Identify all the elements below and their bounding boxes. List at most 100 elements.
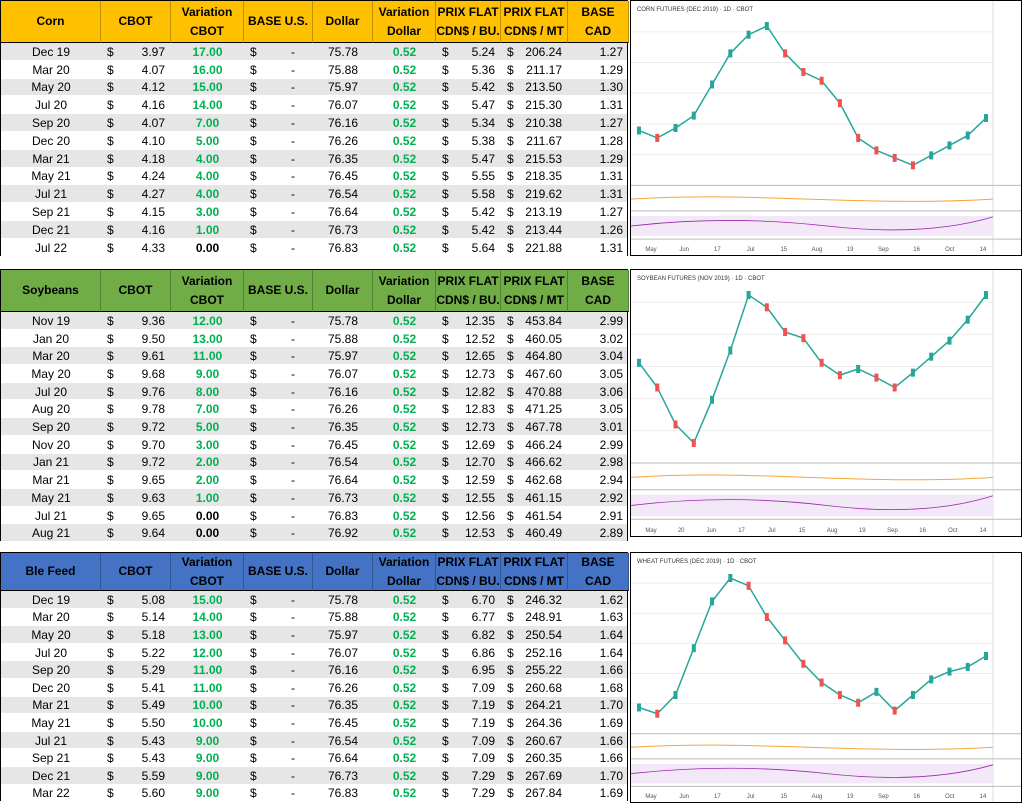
cell-value: 2.91 — [599, 508, 623, 523]
cell-value: 1.66 — [599, 733, 623, 748]
cell-value: 4.07 — [141, 62, 165, 77]
currency-sign: $ — [250, 205, 257, 220]
x-axis-label: May — [645, 528, 656, 534]
currency-sign: $ — [250, 592, 257, 607]
cell-value: 4.27 — [141, 187, 165, 202]
row-label: Mar 22 — [32, 786, 70, 801]
row-bg — [1, 731, 627, 750]
cell-value: 461.15 — [525, 490, 562, 505]
x-axis-label: Jun — [707, 528, 717, 534]
cell-value: 464.80 — [525, 349, 562, 364]
currency-sign: $ — [507, 455, 514, 470]
candle — [673, 420, 678, 429]
chart-title: SOYBEAN FUTURES (NOV 2019) · 1D · CBOT — [637, 276, 765, 282]
cell-value: 76.16 — [327, 663, 359, 678]
currency-sign: $ — [250, 349, 257, 364]
cell-value: 7.29 — [471, 786, 495, 801]
cell-value: 12.53 — [464, 526, 495, 541]
cell-value: 1.00 — [195, 490, 220, 505]
row-label: Mar 21 — [32, 473, 70, 488]
cell-value: 7.00 — [195, 402, 220, 417]
chart-title: WHEAT FUTURES (DEC 2019) · 1D · CBOT — [637, 559, 757, 565]
cell-value: - — [291, 313, 295, 328]
currency-sign: $ — [250, 313, 257, 328]
cell-value: 5.42 — [471, 205, 495, 220]
row-label: Dec 19 — [31, 44, 71, 59]
cell-value: 12.56 — [464, 508, 495, 523]
currency-sign: $ — [107, 187, 114, 202]
table: Ble Feed CBOT Variation CBOT BASE U.S. Dolla… — [0, 552, 629, 803]
cell-value: 12.73 — [464, 420, 495, 435]
x-axis-label: Jul — [747, 794, 755, 800]
currency-sign: $ — [442, 402, 449, 417]
cell-value: 0.52 — [392, 645, 417, 660]
candle — [691, 438, 696, 447]
cell-value: 211.67 — [526, 133, 562, 148]
cell-value: 75.97 — [327, 80, 359, 95]
cell-value: 0.52 — [392, 768, 417, 783]
cell-value: 1.63 — [599, 610, 623, 625]
cell-value: - — [291, 733, 295, 748]
cell-value: 0.52 — [392, 313, 417, 328]
row-bg — [1, 696, 627, 715]
cell-value: 76.45 — [327, 437, 359, 452]
row-bg — [1, 78, 627, 97]
row-bg — [1, 347, 627, 366]
cell-value: 0.52 — [392, 169, 417, 184]
cell-value: 12.35 — [464, 313, 495, 328]
row-bg — [1, 679, 627, 697]
cell-value: 1.28 — [599, 133, 623, 148]
cell-value: 1.66 — [599, 663, 623, 678]
chart-panel: SOYBEAN FUTURES (NOV 2019) · 1D · CBOT Ma… — [630, 269, 1023, 538]
cell-value: 9.00 — [195, 768, 220, 783]
candle — [837, 99, 842, 108]
row-bg — [1, 203, 627, 221]
cell-value: 9.70 — [141, 437, 165, 452]
cell-value: 3.06 — [599, 384, 623, 399]
cell-value: 5.36 — [471, 62, 495, 77]
row-bg — [1, 400, 627, 419]
row-label: Jan 21 — [32, 455, 70, 470]
x-axis-label: 14 — [980, 528, 987, 534]
cell-value: 1.64 — [599, 627, 623, 642]
currency-sign: $ — [507, 187, 514, 202]
cell-value: 471.25 — [525, 402, 562, 417]
currency-sign: $ — [107, 169, 114, 184]
column-header: CBOT — [101, 270, 171, 312]
candle — [764, 303, 769, 312]
row-bg — [1, 96, 627, 115]
currency-sign: $ — [250, 98, 257, 113]
currency-sign: $ — [507, 437, 514, 452]
cell-value: 467.60 — [525, 366, 562, 381]
candle — [710, 395, 715, 404]
row-label: Dec 19 — [31, 592, 71, 607]
row-bg — [1, 489, 627, 507]
currency-sign: $ — [250, 751, 257, 766]
x-axis-label: Jun — [679, 794, 689, 800]
cell-value: 76.35 — [327, 151, 359, 166]
cell-value: 0.52 — [392, 698, 417, 713]
row-bg — [1, 167, 627, 186]
cell-value: 4.18 — [141, 151, 165, 166]
currency-sign: $ — [107, 384, 114, 399]
chart: WHEAT FUTURES (DEC 2019) · 1D · CBOT May J… — [630, 553, 1023, 803]
cell-value: 11.00 — [192, 663, 223, 678]
cell-value: 466.62 — [525, 455, 562, 470]
candle — [637, 126, 641, 135]
currency-sign: $ — [250, 222, 257, 237]
cell-value: 3.02 — [599, 331, 623, 346]
cell-value: 76.83 — [327, 786, 359, 801]
row-label: Sep 20 — [31, 116, 71, 131]
cell-value: 76.07 — [327, 645, 359, 660]
cell-value: 2.00 — [195, 473, 220, 488]
candle — [929, 352, 934, 361]
rsi-band — [631, 763, 993, 784]
cell-value: 460.49 — [525, 526, 562, 541]
candle — [746, 581, 751, 590]
cell-value: - — [291, 133, 295, 148]
cell-value: 5.24 — [471, 44, 495, 59]
cell-value: 9.72 — [141, 455, 165, 470]
candle — [965, 315, 970, 324]
cell-value: 75.78 — [327, 313, 359, 328]
x-axis-label: Aug — [827, 528, 838, 534]
